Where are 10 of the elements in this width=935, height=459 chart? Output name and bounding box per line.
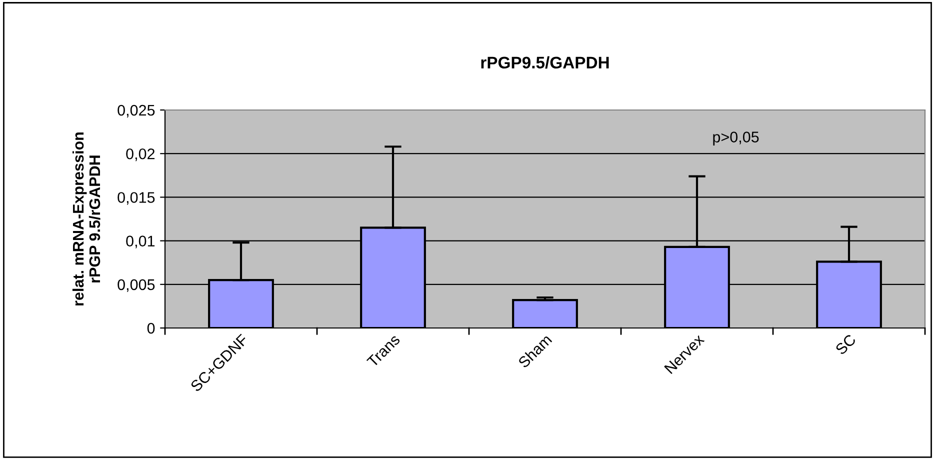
- x-tick-label: SC: [834, 334, 857, 356]
- y-tick-label: 0,005: [118, 279, 155, 292]
- y-tick-label: 0,02: [126, 148, 155, 162]
- y-axis-title: relat. mRNA-Expression rPGP 9.5/rGAPDH: [72, 132, 100, 306]
- annotation: p>0,05: [713, 132, 759, 146]
- y-tick-label: 0,025: [118, 104, 155, 118]
- y-tick-label: 0,01: [126, 236, 155, 248]
- y-tick-label: 0,015: [118, 192, 155, 205]
- y-tick-label: 0: [147, 322, 155, 334]
- chart-title: rPGP9.5/GAPDH: [481, 56, 609, 69]
